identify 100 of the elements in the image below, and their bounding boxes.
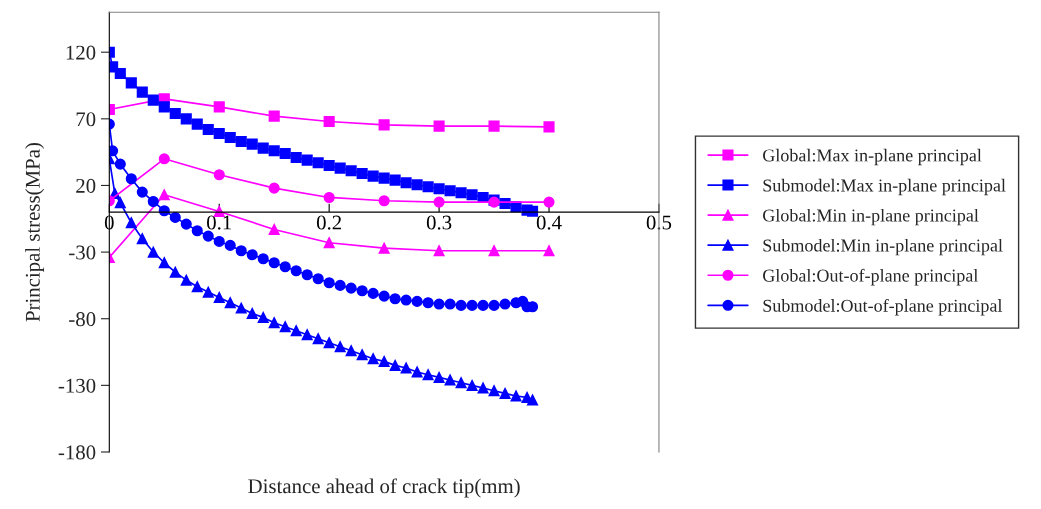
point xyxy=(180,274,192,286)
point xyxy=(411,295,423,307)
legend-label: Submodel:Min in-plane principal xyxy=(763,238,1003,256)
point xyxy=(334,341,346,353)
point xyxy=(147,195,159,208)
point xyxy=(323,277,335,289)
point xyxy=(455,187,467,199)
point xyxy=(323,159,335,172)
point xyxy=(543,245,555,257)
point xyxy=(191,225,203,237)
x-tick-label: 0.2 xyxy=(316,215,342,230)
point xyxy=(290,325,302,337)
point xyxy=(488,245,500,257)
point xyxy=(147,246,159,258)
point xyxy=(312,333,324,345)
point xyxy=(444,298,456,310)
point xyxy=(213,291,225,303)
y-tick-label: 120 xyxy=(66,45,96,60)
point xyxy=(279,147,291,160)
point xyxy=(202,230,214,242)
point xyxy=(433,298,445,310)
legend-label: Submodel:Max in-plane principal xyxy=(763,178,1006,196)
point xyxy=(444,185,456,197)
point xyxy=(411,179,423,191)
point xyxy=(389,293,401,305)
point xyxy=(367,353,379,365)
point xyxy=(499,387,511,399)
point xyxy=(422,297,434,309)
point xyxy=(334,162,346,174)
point xyxy=(147,94,159,106)
point xyxy=(433,183,445,195)
point xyxy=(114,158,126,170)
point xyxy=(257,142,269,154)
point xyxy=(169,266,181,278)
y-tick-label: -130 xyxy=(58,378,96,393)
point xyxy=(191,281,203,293)
y-tick-label: -180 xyxy=(58,445,96,460)
legend-label: Global:Out-of-plane principal xyxy=(763,268,978,286)
point xyxy=(213,235,225,247)
point xyxy=(290,151,302,164)
point xyxy=(202,123,214,136)
point xyxy=(114,197,126,209)
point xyxy=(268,145,280,157)
point xyxy=(466,379,478,391)
point xyxy=(158,101,170,113)
point xyxy=(169,107,181,120)
point xyxy=(213,127,225,140)
point xyxy=(114,67,126,80)
x-tick-label: 0.1 xyxy=(207,215,232,230)
point xyxy=(257,253,269,265)
point xyxy=(455,299,467,311)
point xyxy=(235,302,247,314)
point xyxy=(279,321,291,333)
point xyxy=(235,135,247,148)
point xyxy=(312,273,324,285)
legend-label: Global:Min in-plane principal xyxy=(763,208,979,226)
point xyxy=(246,249,258,261)
point xyxy=(235,245,247,257)
point xyxy=(389,359,401,371)
point xyxy=(466,189,478,201)
point xyxy=(213,169,225,181)
point xyxy=(268,182,280,194)
point xyxy=(323,337,335,349)
point xyxy=(257,311,269,323)
point xyxy=(378,355,390,367)
point xyxy=(224,131,236,144)
point xyxy=(125,77,137,89)
point xyxy=(433,196,445,208)
point xyxy=(400,362,412,374)
point xyxy=(290,265,302,277)
point xyxy=(345,282,357,294)
point xyxy=(433,371,445,383)
point xyxy=(136,233,148,245)
point xyxy=(334,279,346,291)
point xyxy=(488,385,500,397)
point xyxy=(224,297,236,309)
point xyxy=(526,394,539,406)
point xyxy=(213,101,225,113)
point xyxy=(477,382,489,394)
point xyxy=(268,110,280,122)
point xyxy=(499,298,511,310)
point xyxy=(312,157,324,169)
point xyxy=(422,181,434,193)
point xyxy=(246,307,258,319)
point xyxy=(301,269,313,281)
point xyxy=(191,118,203,130)
point xyxy=(356,349,368,361)
point xyxy=(279,261,291,273)
point xyxy=(180,113,192,125)
point xyxy=(356,285,368,297)
y-axis-title: Principal stress(MPa) xyxy=(25,143,45,322)
point xyxy=(268,317,280,329)
x-tick-label: 0.5 xyxy=(646,215,672,230)
point xyxy=(433,245,445,257)
point xyxy=(345,165,357,177)
point xyxy=(455,377,467,389)
y-tick-label: 20 xyxy=(76,178,96,193)
point xyxy=(367,170,379,182)
point xyxy=(268,223,280,235)
point xyxy=(125,217,137,229)
